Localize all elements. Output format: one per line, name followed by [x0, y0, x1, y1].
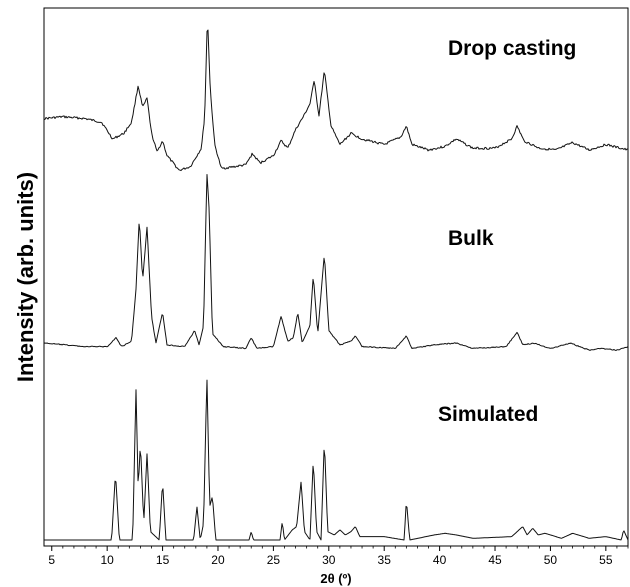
- x-tick-label: 40: [433, 553, 447, 567]
- x-tick-label: 15: [156, 553, 170, 567]
- x-tick-label: 5: [48, 553, 55, 567]
- x-tick-label: 50: [544, 553, 558, 567]
- x-axis: 5 10 15 20 25 30 35 40 45 50 55: [48, 546, 629, 567]
- series-label-drop-casting: Drop casting: [448, 37, 576, 60]
- series-line-bulk: [43, 174, 629, 351]
- x-tick-label: 45: [488, 553, 502, 567]
- x-tick-label: 10: [100, 553, 114, 567]
- y-axis-label: Intensity (arb. units): [13, 172, 38, 382]
- x-tick-label: 25: [267, 553, 281, 567]
- plot-frame: [43, 7, 629, 547]
- series-traces: [43, 29, 629, 541]
- x-tick-label: 30: [322, 553, 336, 567]
- series-label-bulk: Bulk: [448, 227, 494, 250]
- x-axis-label: 2θ (º): [320, 571, 351, 586]
- series-label-simulated: Simulated: [438, 403, 538, 426]
- series-line-drop-casting: [43, 29, 629, 172]
- x-tick-label: 55: [599, 553, 613, 567]
- x-tick-label: 35: [378, 553, 392, 567]
- series-labels: Drop casting Bulk Simulated: [438, 37, 576, 426]
- x-tick-label: 20: [211, 553, 225, 567]
- series-line-simulated: [44, 379, 629, 541]
